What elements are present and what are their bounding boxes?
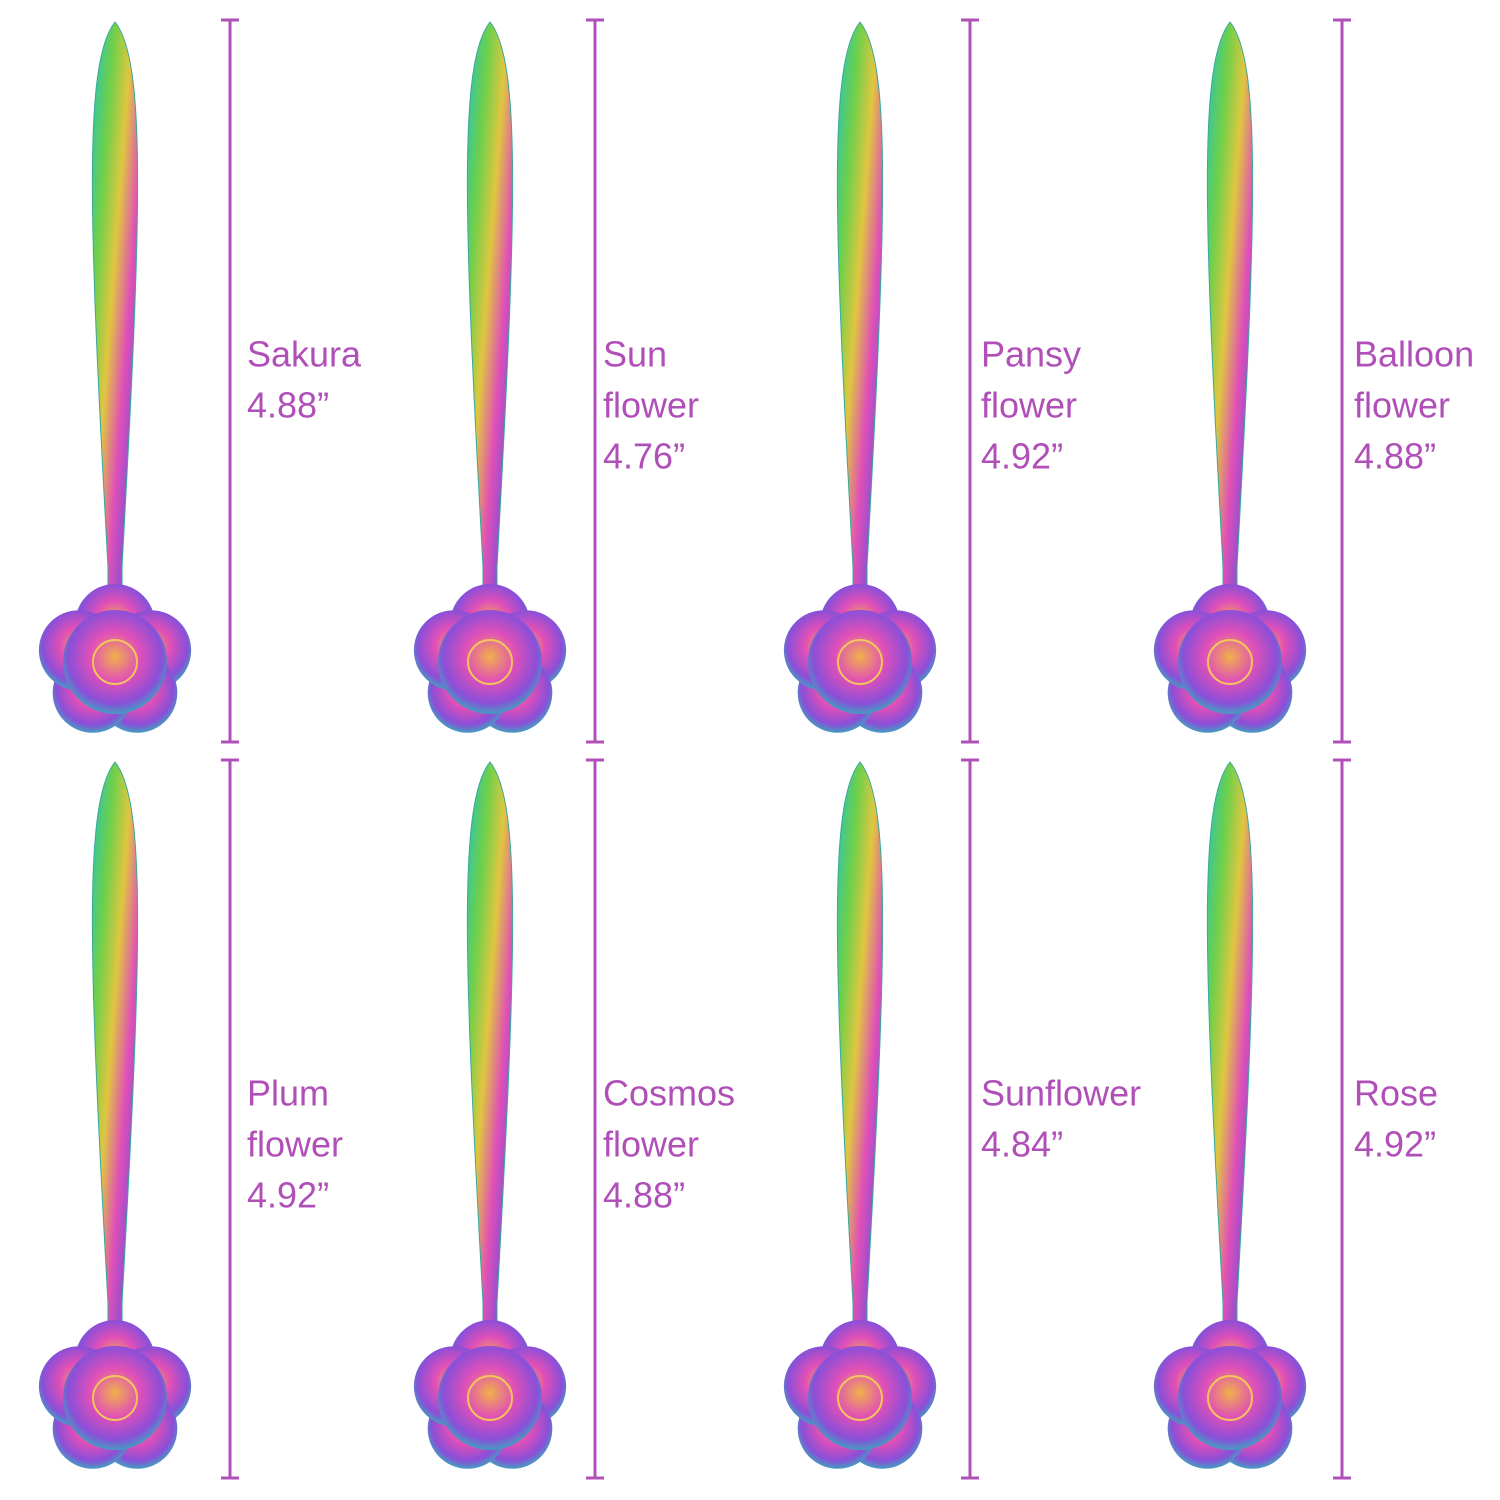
spoon-bowl — [63, 1346, 167, 1450]
spoon-center — [837, 1375, 883, 1421]
spoon-bowl — [808, 1346, 912, 1450]
spoon — [783, 21, 937, 733]
spoon-bowl — [438, 610, 542, 714]
spoon-bowl — [63, 610, 167, 714]
spoon-name: flower — [603, 385, 699, 426]
spoon-name: Balloon — [1354, 334, 1474, 375]
spoon — [413, 761, 567, 1469]
spoon-length: 4.88” — [603, 1175, 685, 1216]
spoon — [783, 761, 937, 1469]
spoon — [413, 21, 567, 733]
spoon-center — [1207, 1375, 1253, 1421]
spoon-handle — [466, 21, 514, 608]
spoon-name: Pansy — [981, 334, 1081, 375]
spoon-center — [467, 1375, 513, 1421]
spoon-length: 4.92” — [1354, 1124, 1436, 1165]
spoon-length: 4.84” — [981, 1124, 1063, 1165]
spoon — [38, 21, 192, 733]
spoon-bowl — [1178, 610, 1282, 714]
spoon-center — [1207, 639, 1253, 685]
spoon — [1153, 761, 1307, 1469]
spoon — [38, 761, 192, 1469]
spoon-handle — [1206, 21, 1254, 608]
spoon-center — [837, 639, 883, 685]
spoon-name: Rose — [1354, 1073, 1438, 1114]
spoon-name: Plum — [247, 1073, 329, 1114]
spoon-handle — [91, 761, 139, 1344]
spoon-name: Sun — [603, 334, 667, 375]
spoon-handle — [836, 761, 884, 1344]
spoon-length: 4.76” — [603, 436, 685, 477]
spoon-handle — [836, 21, 884, 608]
spoon-bowl — [1178, 1346, 1282, 1450]
spoon-center — [92, 1375, 138, 1421]
spoon-bowl — [438, 1346, 542, 1450]
spoon-name: flower — [981, 385, 1077, 426]
spoon-length: 4.92” — [981, 436, 1063, 477]
spoon-center — [467, 639, 513, 685]
spoon-length: 4.88” — [1354, 436, 1436, 477]
spoon-name: flower — [1354, 385, 1450, 426]
spoon-length: 4.88” — [247, 385, 329, 426]
spoon-name: flower — [603, 1124, 699, 1165]
spoon-length: 4.92” — [247, 1175, 329, 1216]
spoon-name: Cosmos — [603, 1073, 735, 1114]
spoon-name: Sunflower — [981, 1073, 1141, 1114]
spoon-handle — [466, 761, 514, 1344]
spoon-bowl — [808, 610, 912, 714]
spoon-name: flower — [247, 1124, 343, 1165]
spoon-name: Sakura — [247, 334, 362, 375]
spoon — [1153, 21, 1307, 733]
spoon-center — [92, 639, 138, 685]
spoon-handle — [91, 21, 139, 608]
spoon-handle — [1206, 761, 1254, 1344]
